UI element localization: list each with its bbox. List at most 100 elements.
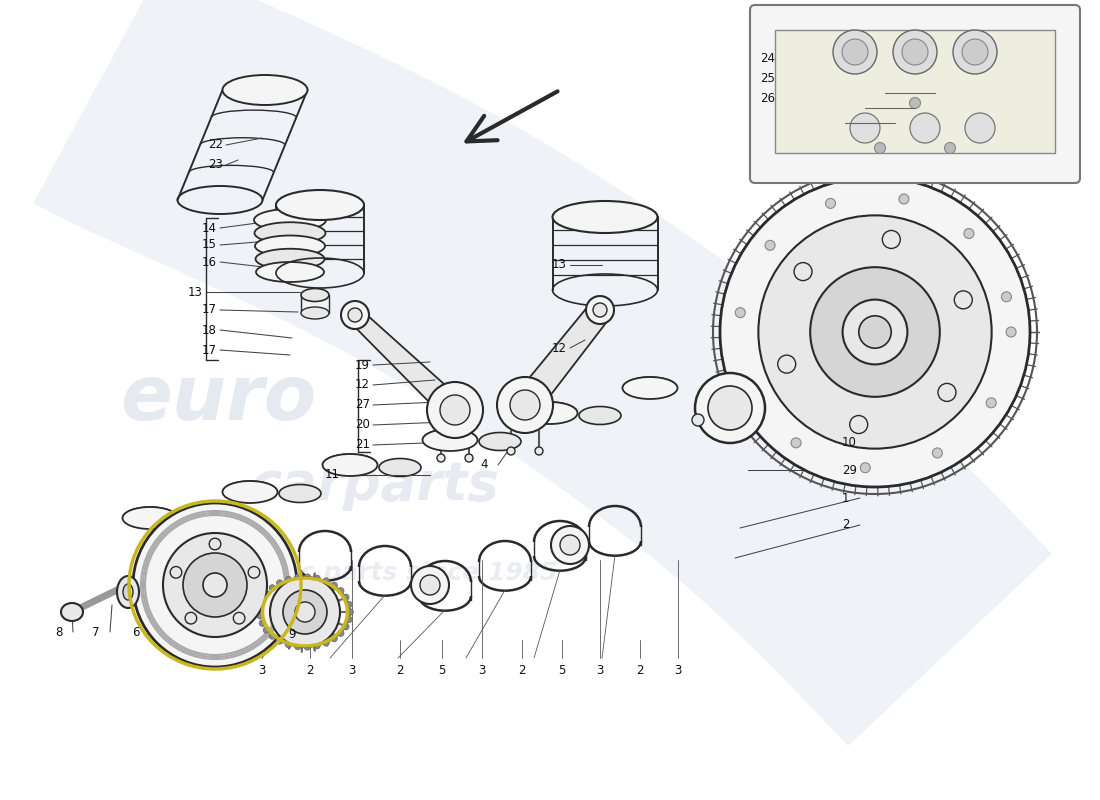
Circle shape (411, 566, 449, 604)
Text: 13: 13 (188, 286, 202, 298)
Ellipse shape (254, 209, 326, 231)
Polygon shape (507, 310, 612, 405)
Text: 4: 4 (480, 458, 487, 471)
Circle shape (708, 386, 752, 430)
Circle shape (833, 30, 877, 74)
Circle shape (163, 533, 267, 637)
Circle shape (295, 574, 301, 581)
Circle shape (962, 39, 988, 65)
Circle shape (331, 635, 338, 642)
Circle shape (345, 616, 352, 622)
Polygon shape (343, 315, 473, 410)
Circle shape (133, 503, 297, 667)
Text: 2: 2 (306, 663, 313, 677)
Circle shape (338, 588, 344, 594)
Ellipse shape (322, 454, 377, 476)
Circle shape (758, 215, 991, 449)
Text: 26: 26 (760, 91, 775, 105)
Text: 2: 2 (396, 663, 404, 677)
Text: 1: 1 (842, 491, 849, 505)
Circle shape (295, 643, 301, 650)
Ellipse shape (301, 307, 329, 319)
Text: 25: 25 (760, 71, 774, 85)
Ellipse shape (255, 235, 324, 257)
Text: 3: 3 (596, 663, 604, 677)
Circle shape (260, 598, 265, 604)
Circle shape (183, 553, 248, 617)
Circle shape (933, 448, 943, 458)
Circle shape (341, 301, 368, 329)
Ellipse shape (254, 222, 326, 244)
Text: 8: 8 (55, 626, 63, 638)
Circle shape (860, 462, 870, 473)
Circle shape (170, 566, 182, 578)
Circle shape (893, 30, 937, 74)
Text: 19: 19 (355, 358, 370, 371)
Circle shape (965, 113, 996, 143)
Text: 3: 3 (258, 663, 266, 677)
Ellipse shape (276, 190, 364, 220)
Circle shape (910, 98, 921, 109)
Text: 18: 18 (202, 323, 217, 337)
Text: 12: 12 (355, 378, 370, 391)
Circle shape (270, 577, 340, 647)
Circle shape (260, 620, 265, 626)
Circle shape (257, 605, 264, 611)
Circle shape (560, 535, 580, 555)
Circle shape (953, 30, 997, 74)
Circle shape (695, 373, 764, 443)
Ellipse shape (256, 262, 324, 282)
Text: 23: 23 (208, 158, 223, 171)
Circle shape (346, 609, 353, 615)
Circle shape (465, 454, 473, 462)
Circle shape (348, 308, 362, 322)
Ellipse shape (499, 395, 551, 415)
Text: 17: 17 (202, 303, 217, 317)
Circle shape (745, 381, 755, 390)
Bar (776, 30, 1055, 153)
Ellipse shape (379, 458, 421, 477)
Circle shape (420, 575, 440, 595)
Circle shape (850, 113, 880, 143)
Circle shape (295, 602, 315, 622)
Circle shape (849, 415, 868, 434)
Text: authentic parts since 1985: authentic parts since 1985 (180, 561, 558, 585)
Text: 3: 3 (349, 663, 355, 677)
Circle shape (440, 395, 470, 425)
Text: 22: 22 (208, 138, 223, 151)
Circle shape (859, 316, 891, 348)
Text: 2: 2 (518, 663, 526, 677)
Circle shape (270, 585, 275, 591)
Ellipse shape (179, 511, 221, 529)
Circle shape (427, 382, 483, 438)
Text: 2: 2 (842, 518, 849, 531)
Text: 11: 11 (324, 469, 340, 482)
Circle shape (882, 230, 900, 249)
Text: 6: 6 (132, 626, 140, 638)
Text: 2: 2 (636, 663, 644, 677)
Ellipse shape (422, 429, 477, 451)
Circle shape (1006, 327, 1016, 337)
Circle shape (263, 590, 270, 597)
Circle shape (535, 447, 543, 455)
Circle shape (249, 566, 260, 578)
Circle shape (342, 594, 349, 601)
Circle shape (766, 240, 775, 250)
Circle shape (987, 398, 997, 408)
Text: 15: 15 (202, 238, 217, 251)
Ellipse shape (429, 400, 481, 420)
Circle shape (314, 642, 320, 649)
Circle shape (720, 177, 1030, 487)
Circle shape (204, 573, 227, 597)
Circle shape (791, 438, 801, 448)
Text: carparts: carparts (250, 459, 499, 511)
Circle shape (510, 390, 540, 420)
Ellipse shape (222, 481, 277, 503)
Circle shape (1001, 292, 1011, 302)
Text: 12: 12 (552, 342, 567, 354)
Circle shape (314, 575, 320, 582)
Circle shape (794, 262, 812, 281)
Circle shape (497, 377, 553, 433)
Text: 7: 7 (92, 626, 99, 638)
Circle shape (270, 633, 275, 639)
